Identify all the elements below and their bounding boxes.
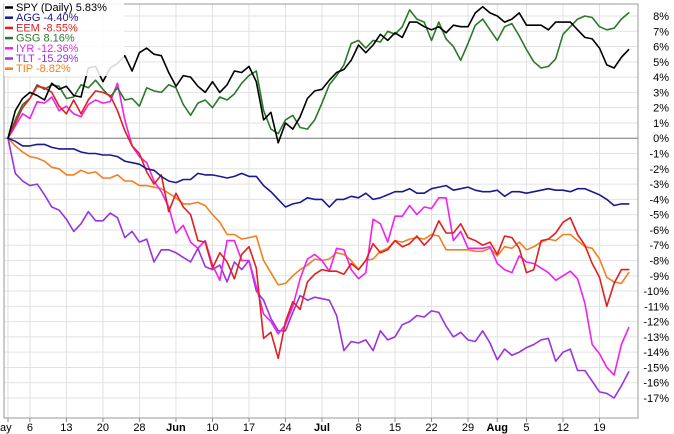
x-tick-label: 29 <box>462 422 474 434</box>
vertical-gridlines <box>7 4 600 422</box>
y-tick-label: 4% <box>653 72 669 84</box>
series-line-tip <box>7 137 630 286</box>
x-tick-label: 12 <box>557 422 569 434</box>
series-line-tlt <box>7 137 630 399</box>
x-tick-label: 24 <box>279 422 291 434</box>
y-tick-label: -9% <box>649 271 669 283</box>
x-tick-label: 10 <box>206 422 218 434</box>
x-tick-label: 8 <box>355 422 361 434</box>
legend: SPY (Daily) 5.83%AGG -4.40%EEM -8.55%GSG… <box>4 2 124 76</box>
x-tick-label: ay <box>0 422 12 434</box>
x-tick-label: 17 <box>243 422 255 434</box>
x-axis-labels: ay 6 13 20 28 Jun 10 17 24 Jul 8 15 22 29 Aug 5 12 19 <box>0 422 606 434</box>
y-tick-label: 8% <box>653 11 669 23</box>
y-axis-labels: 8% 7% 6% 5% 4% 3% 2% 1% 0% -1% -2% -3% -4% -5% -6% -7% -… <box>643 11 669 405</box>
y-tick-label: -7% <box>649 240 669 252</box>
y-tick-label: 3% <box>653 87 669 99</box>
series-line-eem <box>7 85 630 360</box>
legend-entry: SPY (Daily) 5.83% <box>16 2 107 14</box>
y-tick-label: -5% <box>649 210 669 222</box>
y-tick-label: 2% <box>653 103 669 115</box>
x-tick-label: 19 <box>593 422 605 434</box>
legend-entry: IYR -12.36% <box>16 43 79 55</box>
legend-entry: AGG -4.40% <box>16 12 79 24</box>
y-tick-label: -6% <box>649 225 669 237</box>
legend-entry: EEM -8.55% <box>16 22 78 34</box>
y-tick-label: -13% <box>643 332 669 344</box>
x-tick-label: 28 <box>133 422 145 434</box>
plot-frame <box>3 3 639 419</box>
series-line-iyr <box>7 82 630 376</box>
x-tick-label: Jun <box>166 422 186 434</box>
y-tick-label: 1% <box>653 118 669 130</box>
x-tick-label: Jul <box>314 422 330 434</box>
x-tick-label: Aug <box>487 422 508 434</box>
horizontal-gridlines <box>4 15 638 399</box>
legend-entry: GSG 8.16% <box>16 33 75 45</box>
x-tick-label: 13 <box>60 422 72 434</box>
y-tick-label: -17% <box>643 393 669 405</box>
series-line-agg <box>7 137 630 208</box>
legend-background <box>4 3 124 76</box>
y-tick-label: 0% <box>653 133 669 145</box>
y-tick-label: -16% <box>643 378 669 390</box>
y-tick-label: -8% <box>649 255 669 267</box>
y-tick-label: 6% <box>653 42 669 54</box>
y-tick-label: -2% <box>649 164 669 176</box>
legend-entry: TLT -15.29% <box>16 53 79 65</box>
x-tick-label: 15 <box>389 422 401 434</box>
y-tick-label: -14% <box>643 347 669 359</box>
series-line-gsg <box>7 9 630 139</box>
y-tick-label: -4% <box>649 194 669 206</box>
y-tick-label: -1% <box>649 149 669 161</box>
legend-entry: TIP -8.82% <box>16 63 71 75</box>
y-tick-label: -3% <box>649 179 669 191</box>
y-tick-label: 5% <box>653 57 669 69</box>
x-tick-label: 20 <box>97 422 109 434</box>
y-tick-label: 7% <box>653 26 669 38</box>
x-tick-label: 5 <box>523 422 529 434</box>
x-tick-label: 6 <box>27 422 33 434</box>
y-tick-label: -11% <box>644 301 669 313</box>
x-tick-label: 22 <box>425 422 437 434</box>
y-tick-label: -10% <box>643 286 669 298</box>
y-tick-label: -15% <box>643 362 669 374</box>
y-tick-label: -12% <box>643 317 669 329</box>
